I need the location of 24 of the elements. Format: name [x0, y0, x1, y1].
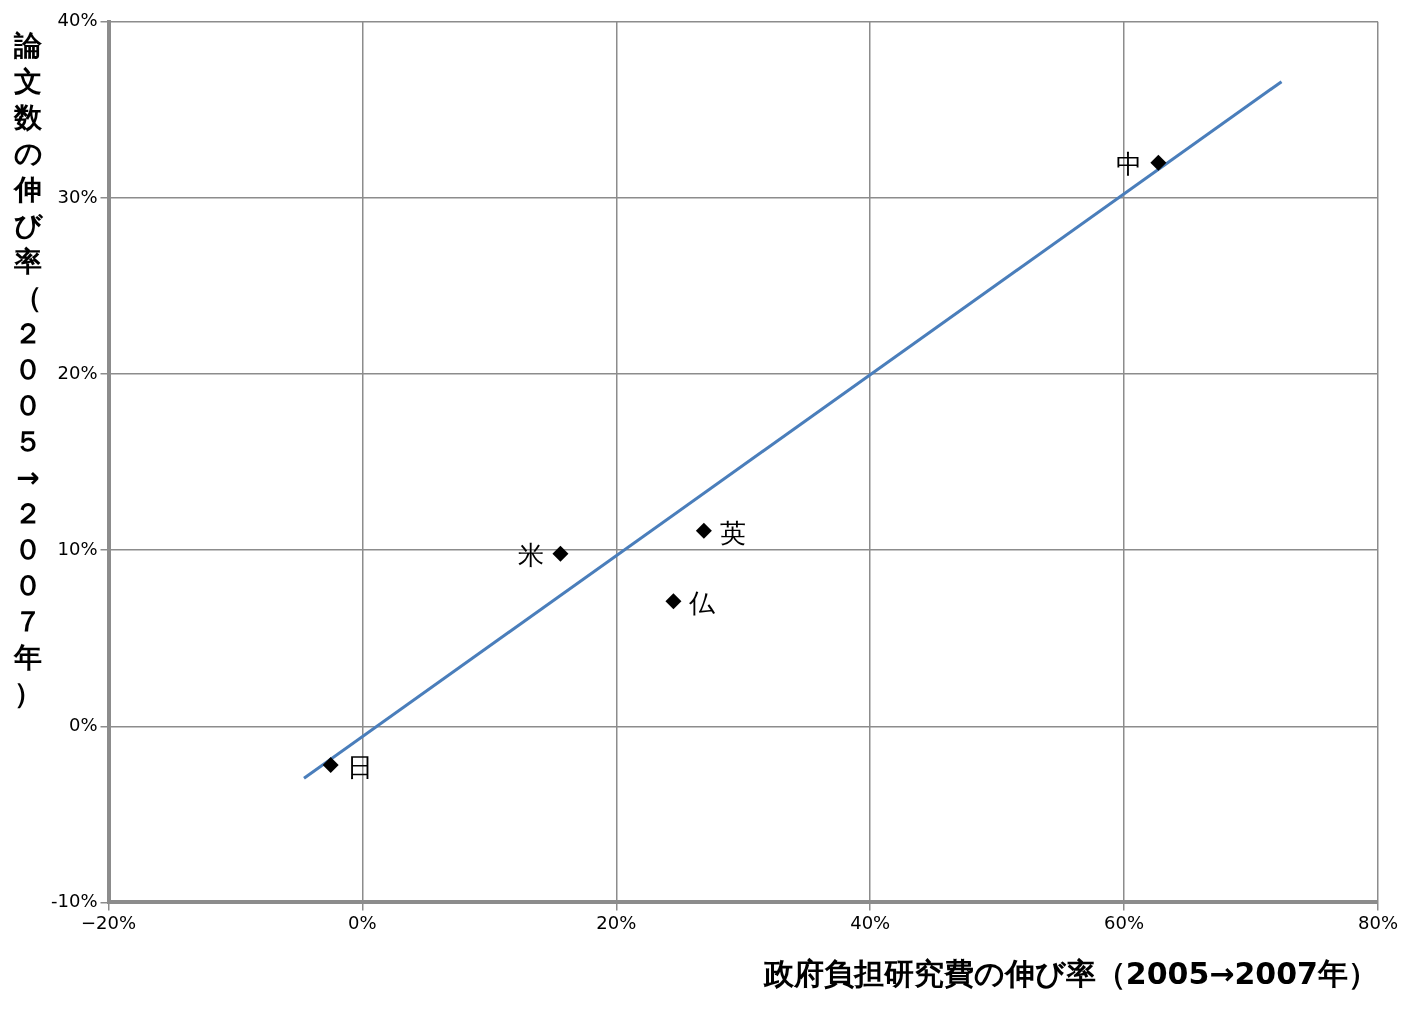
y-tick-label: 20% [57, 361, 98, 383]
point [1150, 154, 1167, 171]
point [665, 593, 682, 610]
annotation: 中 [1116, 149, 1143, 180]
point [695, 522, 712, 539]
y-tick-label: 30% [57, 185, 98, 207]
x-axis-title: 政府負担研究費の伸び率（2005→2007年） [762, 955, 1378, 991]
x-tick-label: 20% [596, 911, 637, 933]
x-tick-label: 80% [1357, 911, 1399, 933]
point [322, 757, 339, 774]
annotation: 米 [518, 540, 545, 571]
y-tick-label: 10% [57, 537, 98, 559]
y-tick-label: 0% [68, 713, 98, 735]
y-tick-label: -10% [50, 890, 98, 912]
annotation: 仏 [688, 587, 717, 618]
y-tick-label: 40% [57, 9, 98, 31]
x-tick-label: 0% [348, 911, 377, 933]
x-tick-label: 40% [850, 911, 891, 933]
point [552, 545, 569, 562]
x-tick-label: −20% [80, 911, 137, 933]
text: 論文数の伸び率（２００５→２００７年） [13, 29, 43, 710]
annotation: 日 [346, 751, 373, 782]
annotation: 英 [719, 517, 746, 548]
x-tick-label: 60% [1104, 911, 1145, 933]
